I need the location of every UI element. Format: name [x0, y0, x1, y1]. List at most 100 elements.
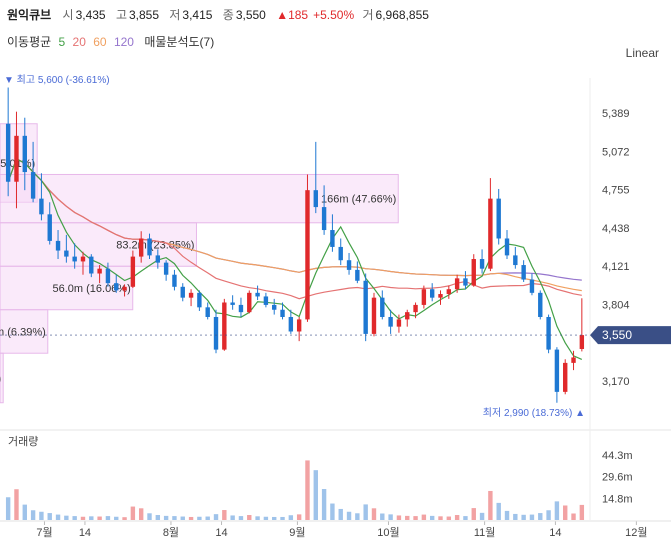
volume-bar [538, 513, 543, 520]
candle-body [39, 198, 44, 215]
volume-bar [5, 497, 11, 520]
indicator-legend: 이동평균 5 20 60 120 매물분석도(7) [7, 33, 214, 50]
volume-label: 거 [362, 8, 374, 22]
min-price-marker: 최저 2,990 (18.73%) ▲ [483, 407, 585, 419]
candle-body [504, 238, 510, 256]
volume-bar [504, 510, 510, 520]
stock-header: 원익큐브 시 3,435 고 3,855 저 3,415 종 3,550 ▲185 +5.… [0, 0, 671, 60]
candle-body [247, 292, 252, 313]
volume-bar [47, 513, 52, 520]
volume-bar [380, 513, 385, 520]
volume-profile-label: 166m (47.66%) [321, 194, 396, 206]
volume-bar [122, 517, 127, 520]
volume-profile-bar [0, 352, 4, 404]
x-tick-label: 8월 [163, 526, 179, 539]
volume-bar [321, 489, 327, 520]
volume-bar [64, 515, 69, 520]
candle-body [272, 304, 277, 310]
volume-bar [463, 516, 468, 520]
volume-bar [30, 510, 36, 520]
volume-profile-label[interactable]: 매물분석도(7) [144, 35, 215, 49]
candle-body [72, 256, 77, 262]
candle-body [64, 250, 69, 257]
change-value: ▲185 [276, 8, 309, 22]
volume-bar [405, 515, 410, 520]
candle-body [538, 292, 543, 317]
volume-value: 6,968,855 [375, 8, 429, 22]
volume-bar [263, 516, 269, 520]
volume-bar [238, 516, 244, 520]
candle-body [355, 269, 360, 281]
volume-bar [114, 516, 119, 520]
volume-bar [230, 515, 235, 520]
volume-bar [521, 514, 526, 520]
candle-body [255, 292, 260, 297]
x-tick-label: 7월 [36, 526, 52, 539]
x-tick-label: 12월 [625, 526, 647, 539]
candle-body [188, 292, 194, 298]
volume-bar [213, 514, 219, 520]
candle-body [305, 190, 310, 320]
volume-bar [72, 516, 77, 520]
ma60-label: 60 [93, 35, 107, 49]
candle-body [463, 278, 468, 286]
volume-bar [197, 516, 202, 520]
low-value: 3,415 [182, 8, 213, 22]
current-price-tag [590, 326, 671, 345]
candle-body [205, 307, 210, 317]
moving-average-label[interactable]: 이동평균 [7, 35, 52, 49]
price-tick-label: 4,121 [602, 261, 630, 273]
candle-body [388, 316, 393, 327]
x-tick-label: 10월 [377, 526, 399, 539]
volume-bar [55, 514, 61, 520]
volume-bar [155, 515, 161, 520]
candle-body [180, 286, 185, 298]
price-tick-label: 5,072 [602, 146, 630, 158]
ma20-label: 20 [72, 35, 86, 49]
volume-bar [438, 516, 443, 520]
quote-summary: 원익큐브 시 3,435 고 3,855 저 3,415 종 3,550 ▲185 +5.… [7, 6, 436, 23]
volume-bar [180, 516, 185, 520]
volume-bar [338, 508, 343, 520]
high-value: 3,855 [128, 8, 160, 22]
candle-body [213, 316, 219, 350]
volume-bar [546, 510, 551, 520]
volume-bar [272, 516, 277, 520]
candle-body [155, 255, 161, 263]
candle-body [579, 335, 585, 349]
volume-bar [429, 515, 435, 520]
volume-bar [296, 514, 302, 520]
volume-bar [496, 502, 501, 520]
candle-body [421, 289, 427, 305]
candle-body [405, 312, 410, 320]
volume-bar [288, 515, 294, 520]
candle-body [529, 279, 535, 293]
candle-body [521, 265, 526, 280]
volume-bar [147, 513, 152, 520]
change-percent: +5.50% [313, 8, 355, 22]
candle-body [563, 362, 568, 392]
volume-bar [89, 516, 94, 520]
volume-profile-bar [0, 265, 134, 311]
candle-body [479, 259, 485, 269]
price-tick-label: 4,755 [602, 185, 630, 197]
candle-body [454, 278, 460, 290]
price-tick-label: 4,438 [602, 223, 630, 235]
high-label: 고 [115, 8, 127, 22]
volume-bar [105, 516, 111, 520]
stock-name[interactable]: 원익큐브 [7, 8, 52, 22]
volume-title: 거래량 [8, 435, 38, 448]
volume-bar [205, 516, 210, 520]
volume-bar [388, 514, 393, 520]
volume-tick-label: 44.3m [602, 450, 633, 462]
candle-body [55, 240, 61, 251]
candle-body [396, 319, 402, 327]
close-label: 종 [222, 8, 234, 22]
scale-toggle-button[interactable]: Linear [625, 46, 659, 60]
candle-body [105, 268, 111, 284]
low-label: 저 [169, 8, 181, 22]
candle-body [330, 230, 335, 247]
candle-body [313, 190, 318, 208]
candle-body [471, 259, 476, 286]
